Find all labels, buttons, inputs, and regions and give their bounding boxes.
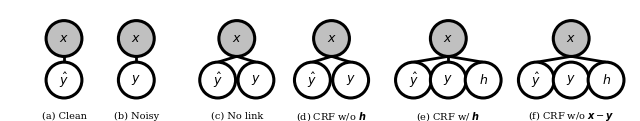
Ellipse shape (200, 62, 236, 98)
Text: $\hat{y}$: $\hat{y}$ (408, 71, 419, 90)
Text: $x$: $x$ (131, 32, 141, 45)
Ellipse shape (518, 62, 554, 98)
Text: $\hat{y}$: $\hat{y}$ (59, 71, 69, 90)
Text: $y$: $y$ (131, 73, 141, 87)
Text: (d) CRF w/o $\boldsymbol{h}$: (d) CRF w/o $\boldsymbol{h}$ (296, 110, 367, 121)
Text: $y$: $y$ (566, 73, 576, 87)
Ellipse shape (118, 62, 154, 98)
Text: $\hat{y}$: $\hat{y}$ (212, 71, 223, 90)
Ellipse shape (430, 21, 466, 56)
Ellipse shape (333, 62, 369, 98)
Ellipse shape (396, 62, 431, 98)
Ellipse shape (588, 62, 624, 98)
Text: $y$: $y$ (346, 73, 356, 87)
Ellipse shape (430, 62, 466, 98)
Text: (f) CRF w/o $\boldsymbol{x}-\boldsymbol{y}$: (f) CRF w/o $\boldsymbol{x}-\boldsymbol{… (528, 109, 614, 121)
Text: $\hat{y}$: $\hat{y}$ (307, 71, 317, 90)
Ellipse shape (294, 62, 330, 98)
Ellipse shape (46, 62, 82, 98)
Text: $x$: $x$ (444, 32, 453, 45)
Ellipse shape (314, 21, 349, 56)
Ellipse shape (554, 62, 589, 98)
Text: $x$: $x$ (59, 32, 69, 45)
Text: (a) Clean: (a) Clean (42, 112, 86, 121)
Ellipse shape (219, 21, 255, 56)
Text: $x$: $x$ (326, 32, 337, 45)
Ellipse shape (554, 21, 589, 56)
Text: (c) No link: (c) No link (211, 112, 263, 121)
Text: (b) Noisy: (b) Noisy (114, 112, 159, 121)
Text: $h$: $h$ (602, 73, 611, 87)
Ellipse shape (238, 62, 274, 98)
Text: $x$: $x$ (566, 32, 576, 45)
Text: $x$: $x$ (232, 32, 242, 45)
Ellipse shape (118, 21, 154, 56)
Text: $y$: $y$ (444, 73, 453, 87)
Ellipse shape (46, 21, 82, 56)
Text: $h$: $h$ (479, 73, 488, 87)
Text: $y$: $y$ (251, 73, 261, 87)
Text: (e) CRF w/ $\boldsymbol{h}$: (e) CRF w/ $\boldsymbol{h}$ (416, 110, 481, 121)
Text: $\hat{y}$: $\hat{y}$ (531, 71, 541, 90)
Ellipse shape (465, 62, 501, 98)
